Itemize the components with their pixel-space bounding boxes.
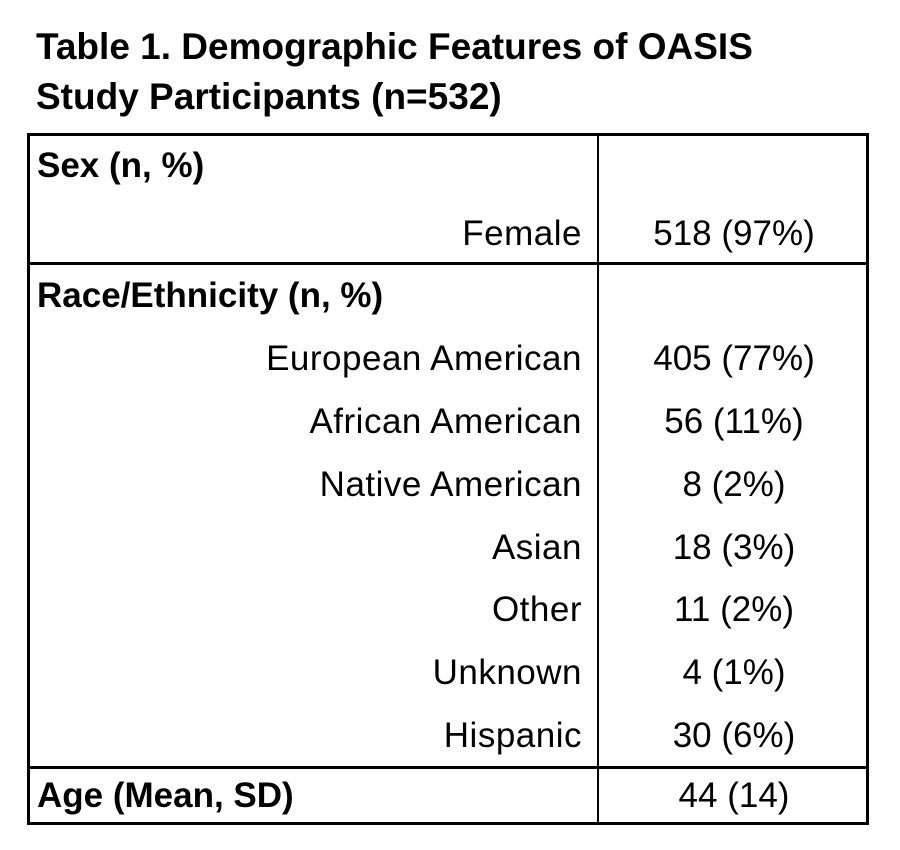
row-value-unknown: 4 (1%) xyxy=(682,653,786,692)
section-heading-sex: Sex (n, %) xyxy=(37,146,205,185)
column-divider xyxy=(597,136,599,822)
row-value-asian: 18 (3%) xyxy=(672,528,796,567)
section-heading-race: Race/Ethnicity (n, %) xyxy=(37,276,384,315)
row-label-unknown: Unknown xyxy=(432,653,582,692)
row-value-age: 44 (14) xyxy=(678,776,790,815)
row-label-hispanic: Hispanic xyxy=(443,716,582,755)
row-value-native-american: 8 (2%) xyxy=(682,465,786,504)
row-divider-race xyxy=(30,766,866,769)
table-title-line-2: Study Participants (n=532) xyxy=(36,76,502,117)
row-label-native-american: Native American xyxy=(319,465,582,504)
row-label-asian: Asian xyxy=(491,528,582,567)
row-value-hispanic: 30 (6%) xyxy=(672,716,796,755)
row-value-african-american: 56 (11%) xyxy=(664,402,804,441)
row-value-other: 11 (2%) xyxy=(674,590,794,629)
demographics-table: Sex (n, %) Female 518 (97%) Race/Ethnici… xyxy=(27,133,869,825)
row-divider-sex xyxy=(30,262,866,265)
row-label-african-american: African American xyxy=(309,402,582,441)
row-label-other: Other xyxy=(491,590,582,629)
row-label-female: Female xyxy=(462,214,582,253)
row-value-european-american: 405 (77%) xyxy=(653,339,815,378)
table-title: Table 1. Demographic Features of OASIS S… xyxy=(36,22,876,122)
table-title-line-1: Table 1. Demographic Features of OASIS xyxy=(36,26,753,67)
section-heading-age: Age (Mean, SD) xyxy=(37,776,294,815)
row-value-female: 518 (97%) xyxy=(653,214,815,253)
row-label-european-american: European American xyxy=(266,339,582,378)
